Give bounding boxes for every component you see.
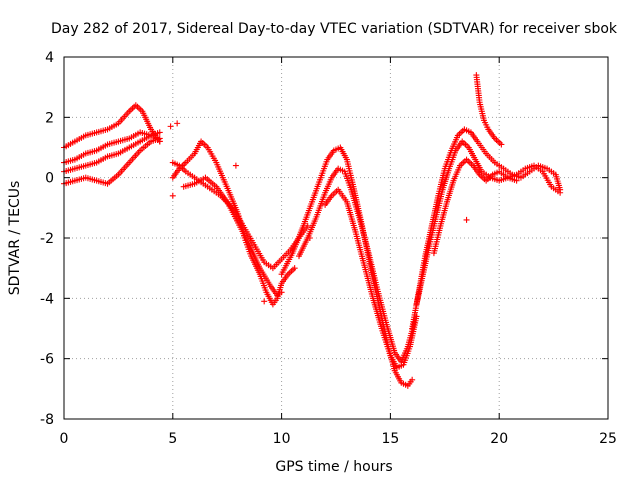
data-point: [156, 135, 163, 142]
data-point: [463, 216, 470, 223]
data-point: [156, 129, 163, 136]
data-point: [232, 162, 239, 169]
y-tick-label: 4: [45, 50, 54, 66]
data-point: [174, 120, 181, 127]
data-points: [61, 72, 564, 389]
y-tick-label: 0: [45, 171, 54, 187]
y-tick-label: -8: [40, 412, 54, 428]
data-point: [409, 376, 416, 383]
grid: [64, 57, 608, 419]
y-tick-label: -2: [40, 231, 54, 247]
x-tick-label: 15: [381, 431, 399, 447]
y-tick-label: 2: [45, 110, 54, 126]
y-axis-label: SDTVAR / TECUs: [7, 181, 23, 296]
data-point: [498, 141, 505, 148]
x-tick-label: 10: [273, 431, 291, 447]
data-point: [169, 192, 176, 199]
x-axis-label: GPS time / hours: [275, 459, 392, 475]
data-point: [278, 289, 285, 296]
y-tick-label: -4: [40, 291, 54, 307]
x-tick-label: 0: [60, 431, 69, 447]
x-tick-label: 20: [490, 431, 508, 447]
data-point: [167, 123, 174, 130]
data-point: [306, 235, 313, 241]
x-tick-label: 25: [599, 431, 617, 447]
plot-frame: [63, 56, 609, 420]
y-tick-label: -6: [40, 352, 54, 368]
data-point: [261, 298, 268, 305]
data-point: [557, 189, 564, 196]
chart-title: Day 282 of 2017, Sidereal Day-to-day VTE…: [51, 21, 618, 37]
axis-ticks: 0 5 10 15 20 25 -8 -6 -4 -2 0 2 4: [40, 50, 617, 447]
data-point: [513, 177, 520, 184]
data-point: [291, 265, 298, 272]
x-tick-label: 5: [168, 431, 177, 447]
